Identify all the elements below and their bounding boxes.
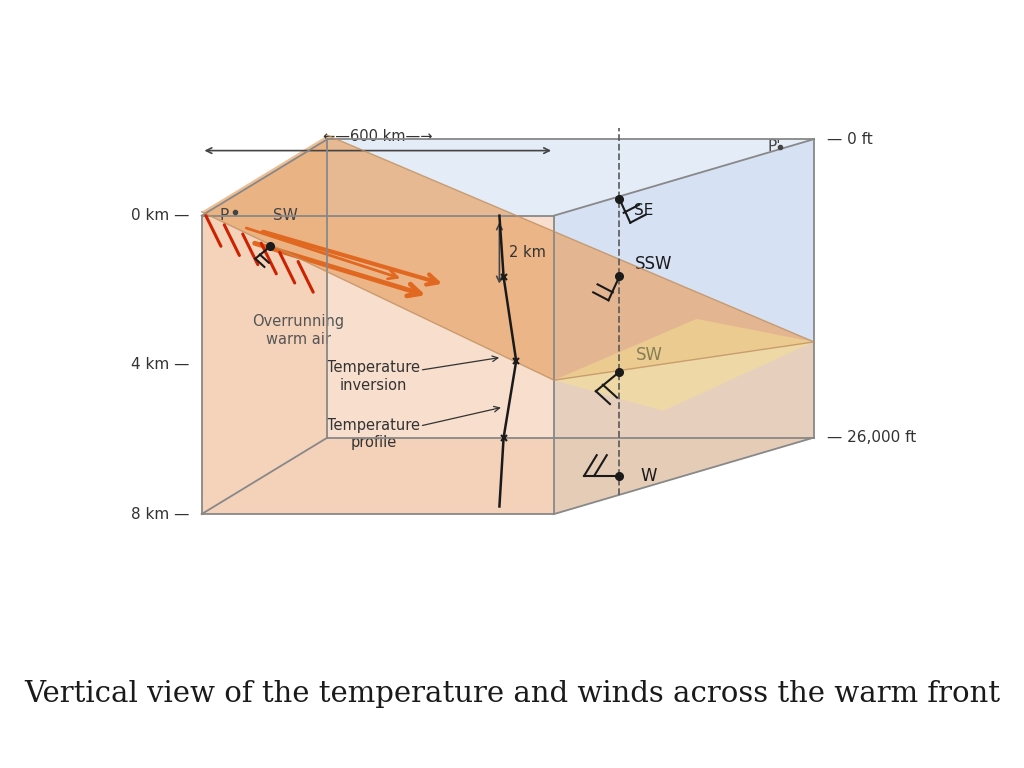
Text: 2 km: 2 km [510,246,547,260]
Polygon shape [202,135,814,380]
Text: 8 km —: 8 km — [131,507,189,521]
Text: SW: SW [636,346,664,364]
Text: W: W [640,467,656,485]
Polygon shape [554,139,814,514]
Polygon shape [202,216,554,514]
Polygon shape [202,438,814,514]
Text: Temperature
profile: Temperature profile [327,418,420,450]
Text: 0 km —: 0 km — [131,208,189,223]
Text: 4 km —: 4 km — [131,357,189,372]
Polygon shape [554,319,814,411]
Polygon shape [202,139,814,216]
Text: ←—600 km—→: ←—600 km—→ [323,129,432,144]
Text: P': P' [768,139,781,154]
Polygon shape [202,139,328,514]
Text: Overrunning
warm air: Overrunning warm air [252,314,344,346]
Text: SW: SW [273,208,298,223]
Text: — 26,000 ft: — 26,000 ft [826,430,915,445]
Text: — 0 ft: — 0 ft [826,131,872,147]
Text: Vertical view of the temperature and winds across the warm front: Vertical view of the temperature and win… [24,680,1000,708]
Text: SSW: SSW [635,254,672,273]
Text: SE: SE [635,203,654,217]
Text: Temperature
inversion: Temperature inversion [327,360,420,392]
Text: P: P [219,208,228,223]
Polygon shape [554,342,814,514]
